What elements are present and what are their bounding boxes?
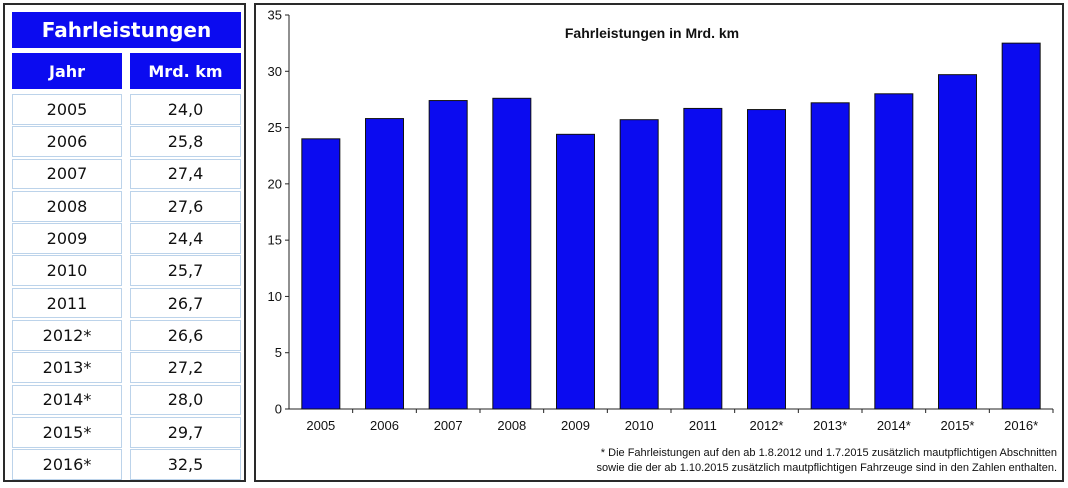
- table-row: 2013* 27,2: [12, 352, 241, 383]
- x-tick-label: 2013*: [813, 418, 847, 433]
- x-tick-label: 2005: [306, 418, 335, 433]
- year-cell: 2014*: [12, 384, 122, 416]
- x-tick-label: 2016*: [1004, 418, 1038, 433]
- value-cell: 29,7: [130, 416, 241, 448]
- table-row: 2016* 32,5: [12, 449, 241, 480]
- bar: [747, 109, 786, 410]
- y-tick-label: 30: [268, 64, 282, 79]
- table-body: 2005 24,0 2006 25,8 2007 27,4 2008 27,6 2009 24,4…: [12, 94, 241, 481]
- table-row: 2006 25,8: [12, 126, 241, 157]
- value-cell: 26,7: [130, 287, 241, 319]
- year-cell: 2009: [12, 223, 122, 254]
- x-tick-label: 2014*: [877, 418, 911, 433]
- bar: [683, 107, 723, 410]
- table-row: 2009 24,4: [12, 223, 241, 254]
- table-row: 2015* 29,7: [12, 416, 241, 448]
- bar: [619, 119, 659, 410]
- y-tick-label: 0: [275, 402, 282, 417]
- bar-chart: Fahrleistungen in Mrd. km 0 5 10 15 20 25 30 35 2…: [268, 8, 1057, 475]
- bar: [810, 102, 850, 410]
- value-cell: 27,2: [130, 352, 241, 383]
- x-tick-label: 2010: [625, 418, 654, 433]
- column-header-value: Mrd. km: [130, 53, 241, 89]
- value-cell: 25,7: [130, 255, 241, 287]
- y-tick-label: 5: [275, 345, 282, 360]
- value-cell: 27,4: [130, 158, 241, 190]
- table-row: 2010 25,7: [12, 255, 241, 287]
- table-row: 2011 26,7: [12, 287, 241, 319]
- year-cell: 2006: [12, 126, 122, 157]
- value-cell: 26,6: [130, 319, 241, 351]
- year-cell: 2012*: [12, 319, 122, 351]
- bar: [365, 118, 404, 410]
- footnote-line-1: * Die Fahrleistungen auf den ab 1.8.2012…: [601, 447, 1057, 459]
- x-tick-label: 2012*: [750, 418, 784, 433]
- year-cell: 2013*: [12, 352, 122, 383]
- table-row: 2014* 28,0: [12, 384, 241, 416]
- x-tick-label: 2006: [370, 418, 399, 433]
- year-cell: 2008: [12, 190, 122, 222]
- bar: [938, 74, 977, 410]
- table-title: Fahrleistungen: [12, 12, 241, 48]
- x-tick-label: 2015*: [941, 418, 975, 433]
- x-tick-label: 2008: [497, 418, 526, 433]
- footnote-line-2: sowie die der ab 1.10.2015 zusätzlich ma…: [597, 462, 1057, 474]
- bar: [1001, 42, 1041, 410]
- value-cell: 32,5: [130, 449, 241, 480]
- year-cell: 2010: [12, 255, 122, 287]
- year-cell: 2007: [12, 158, 122, 190]
- table-row: 2007 27,4: [12, 158, 241, 190]
- value-cell: 27,6: [130, 190, 241, 222]
- column-header-year: Jahr: [12, 53, 122, 89]
- x-tick-label: 2011: [689, 418, 717, 433]
- bar: [301, 138, 341, 410]
- bar: [556, 133, 595, 410]
- year-cell: 2011: [12, 287, 122, 319]
- bar: [492, 97, 532, 410]
- value-cell: 28,0: [130, 384, 241, 416]
- x-tick-label: 2007: [434, 418, 463, 433]
- y-tick-label: 20: [268, 176, 282, 191]
- bar: [874, 93, 914, 410]
- value-cell: 24,4: [130, 223, 241, 254]
- data-table-panel: Fahrleistungen Jahr Mrd. km 2005 24,0 2006…: [3, 3, 246, 482]
- y-tick-label: 15: [268, 233, 282, 248]
- table-row: 2012* 26,6: [12, 319, 241, 351]
- year-cell: 2005: [12, 94, 122, 125]
- y-tick-label: 35: [268, 8, 282, 23]
- y-tick-label: 25: [268, 120, 282, 135]
- chart-title: Fahrleistungen in Mrd. km: [565, 25, 739, 41]
- value-cell: 24,0: [130, 94, 241, 125]
- year-cell: 2015*: [12, 416, 122, 448]
- table-row: 2005 24,0: [12, 94, 241, 125]
- bar: [428, 100, 468, 410]
- chart-panel: Fahrleistungen in Mrd. km 0 5 10 15 20 25 30 35 2…: [254, 3, 1064, 482]
- year-cell: 2016*: [12, 449, 122, 480]
- value-cell: 25,8: [130, 126, 241, 157]
- x-tick-label: 2009: [561, 418, 590, 433]
- table-row: 2008 27,6: [12, 190, 241, 222]
- y-tick-label: 10: [268, 289, 282, 304]
